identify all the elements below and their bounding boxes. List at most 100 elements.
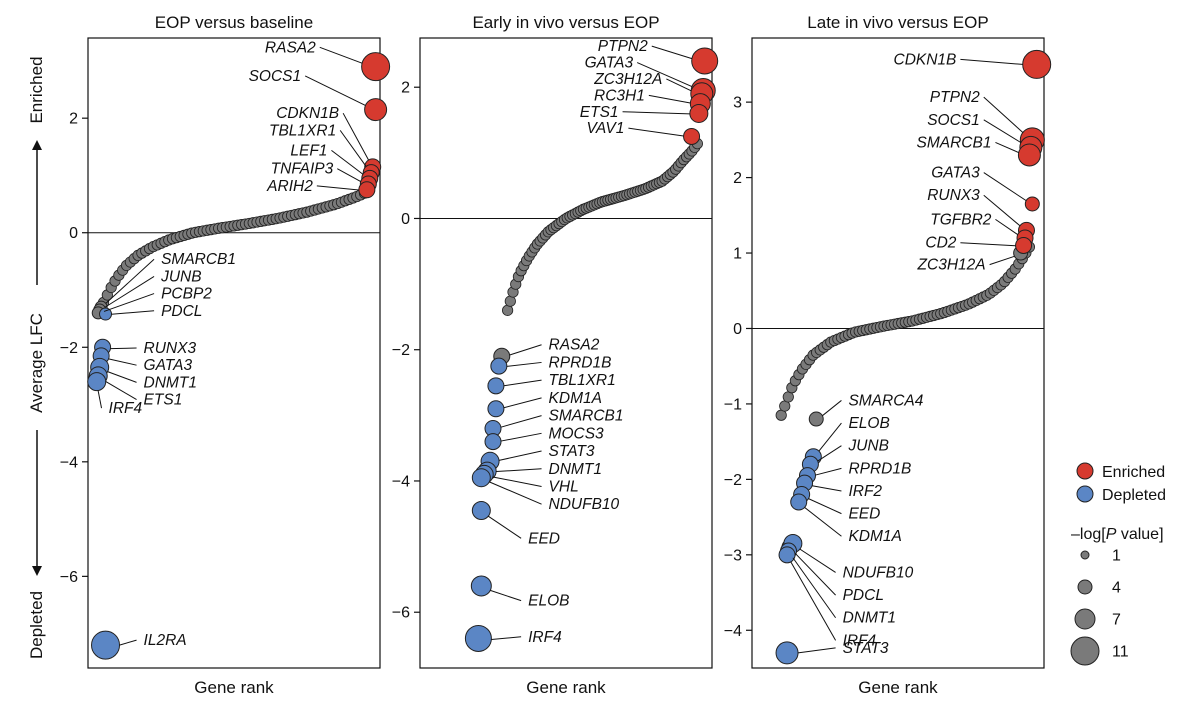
y-axis-label-depleted: Depleted bbox=[27, 591, 46, 659]
gene-label-smarcb1: SMARCB1 bbox=[917, 134, 992, 151]
label-leader-line bbox=[804, 507, 842, 537]
gene-label-smarca4: SMARCA4 bbox=[848, 392, 923, 409]
gene-point-vav1 bbox=[683, 127, 701, 145]
gene-point-tbl1xr1 bbox=[487, 377, 505, 395]
gene-label-tbl1xr1: TBL1XR1 bbox=[269, 122, 336, 139]
legend-size-label: 7 bbox=[1112, 612, 1121, 629]
label-leader-line bbox=[503, 379, 542, 387]
gene-label-eed: EED bbox=[528, 530, 560, 547]
gene-label-pdcl: PDCL bbox=[161, 303, 202, 320]
label-leader-line bbox=[960, 58, 1023, 65]
y-tick-label: 0 bbox=[69, 225, 78, 242]
plot-frame bbox=[751, 37, 1045, 669]
label-leader-line bbox=[339, 130, 367, 167]
gene-label-runx3: RUNX3 bbox=[144, 340, 197, 357]
label-leader-line bbox=[490, 589, 522, 602]
label-leader-line bbox=[960, 242, 1016, 247]
label-leader-line bbox=[108, 358, 137, 366]
legend-depleted-label: Depleted bbox=[1102, 487, 1166, 504]
label-leader-line bbox=[509, 344, 542, 356]
x-axis-label: Gene rank bbox=[526, 678, 606, 697]
gene-label-ets1: ETS1 bbox=[144, 392, 183, 409]
gene-label-tnfaip3: TNFAIP3 bbox=[271, 161, 334, 178]
gene-point-ndufb10 bbox=[471, 468, 491, 488]
gene-curve bbox=[501, 138, 704, 316]
y-tick-label: −2 bbox=[60, 340, 78, 357]
gene-label-gata3: GATA3 bbox=[144, 357, 193, 374]
legend-size-title-post: value] bbox=[1116, 526, 1163, 543]
gene-label-kdm1a: KDM1A bbox=[549, 390, 602, 407]
y-tick-label: 1 bbox=[733, 246, 742, 263]
label-leader-line bbox=[496, 468, 542, 473]
label-leader-line bbox=[489, 481, 542, 505]
gene-label-elob: ELOB bbox=[848, 415, 889, 432]
legend-size-title-italic: P bbox=[1106, 526, 1117, 543]
gene-label-arih2: ARIH2 bbox=[266, 178, 313, 195]
gene-point-smarca4 bbox=[808, 411, 824, 427]
label-leader-line bbox=[342, 112, 369, 161]
legend-enriched-label: Enriched bbox=[1102, 464, 1165, 481]
legend-size-label: 4 bbox=[1112, 580, 1121, 597]
label-leader-line bbox=[304, 75, 366, 106]
legend-size-circle bbox=[1074, 608, 1096, 630]
y-tick-label: −2 bbox=[724, 472, 742, 489]
y-axis-label-group: Enriched Average LFC Depleted bbox=[27, 56, 46, 659]
label-leader-line bbox=[111, 310, 155, 315]
label-leader-line bbox=[995, 141, 1019, 154]
label-leader-line bbox=[648, 94, 691, 104]
label-leader-line bbox=[822, 400, 842, 417]
gene-label-ets1: ETS1 bbox=[580, 104, 619, 121]
label-leader-line bbox=[503, 397, 542, 409]
gene-point-mocs3 bbox=[484, 433, 502, 451]
label-leader-line bbox=[103, 293, 155, 312]
gene-label-stat3: STAT3 bbox=[549, 443, 595, 460]
plot-frame bbox=[87, 37, 381, 669]
y-axis-label: Average LFC bbox=[27, 313, 46, 413]
label-leader-line bbox=[666, 78, 692, 92]
label-leader-line bbox=[808, 498, 842, 515]
gene-point-cdkn1b bbox=[1022, 49, 1052, 79]
gene-label-irf4: IRF4 bbox=[843, 632, 877, 649]
y-tick-label: −6 bbox=[392, 605, 410, 622]
gene-label-tbl1xr1: TBL1XR1 bbox=[549, 372, 616, 389]
gene-label-runx3: RUNX3 bbox=[927, 187, 980, 204]
gene-label-gata3: GATA3 bbox=[931, 165, 980, 182]
gene-label-elob: ELOB bbox=[528, 593, 569, 610]
gene-label-irf2: IRF2 bbox=[848, 483, 882, 500]
legend-size-circle bbox=[1077, 579, 1093, 595]
label-leader-line bbox=[636, 62, 693, 88]
gene-point-arih2 bbox=[358, 181, 376, 199]
y-tick-label: −1 bbox=[724, 396, 742, 413]
legend-size-title-pre: –log[ bbox=[1071, 526, 1106, 543]
gene-point-ets1 bbox=[689, 103, 709, 123]
gene-point-socs1 bbox=[364, 98, 388, 122]
label-leader-line bbox=[995, 218, 1019, 236]
label-leader-line bbox=[983, 172, 1027, 202]
y-tick-label: 3 bbox=[733, 95, 742, 112]
legend-size-title: –log[P value] bbox=[1071, 526, 1164, 543]
gene-point-gata3 bbox=[1024, 196, 1040, 212]
label-leader-line bbox=[983, 119, 1022, 144]
gene-label-dnmt1: DNMT1 bbox=[549, 461, 602, 478]
gene-point-irf4 bbox=[778, 546, 796, 564]
panel-title: EOP versus baseline bbox=[155, 13, 313, 32]
label-leader-line bbox=[792, 557, 837, 619]
gene-label-irf4: IRF4 bbox=[109, 400, 143, 417]
y-tick-label: −4 bbox=[724, 623, 742, 640]
label-leader-line bbox=[797, 647, 836, 654]
label-leader-line bbox=[110, 347, 137, 350]
label-leader-line bbox=[104, 275, 155, 308]
legend-size-entries: 1 4 7 11 bbox=[1070, 548, 1129, 666]
y-tick-label: 2 bbox=[733, 170, 742, 187]
y-tick-label: 2 bbox=[69, 111, 78, 128]
gene-point-eed bbox=[471, 501, 491, 520]
y-tick-label: 0 bbox=[401, 211, 410, 228]
panel-title: Late in vivo versus EOP bbox=[807, 13, 988, 32]
label-leader-line bbox=[492, 476, 542, 487]
gene-label-gata3: GATA3 bbox=[585, 55, 634, 72]
gene-point-rprd1b bbox=[490, 357, 508, 375]
gene-label-cd2: CD2 bbox=[925, 235, 956, 252]
gene-label-ptpn2: PTPN2 bbox=[598, 38, 648, 55]
gene-label-junb: JUNB bbox=[160, 268, 201, 285]
